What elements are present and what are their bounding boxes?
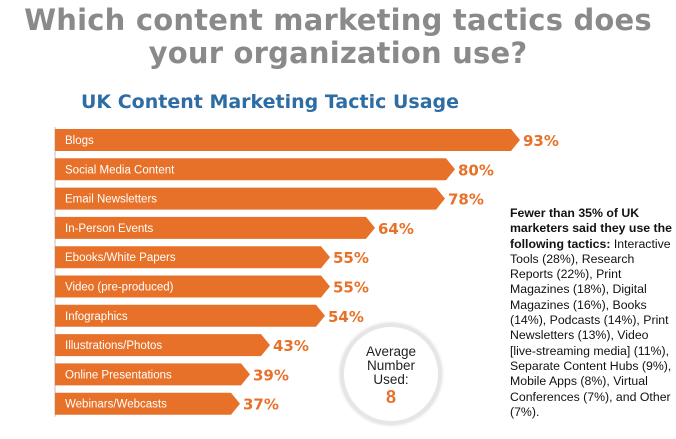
headline: Which content marketing tactics does you… [0, 4, 676, 70]
bar [55, 158, 455, 181]
bar-row: Webinars/Webcasts 37% [55, 392, 279, 415]
bar-row: Email Newsletters 78% [55, 187, 484, 210]
bar-row: Video (pre-produced) 55% [55, 275, 369, 298]
bar [55, 334, 270, 357]
tactics-note-body: Interactive Tools (28%), Research Report… [510, 236, 672, 419]
average-badge: Average Number Used: 8 [340, 323, 442, 425]
bar-category-label: Social Media Content [65, 164, 175, 176]
bar [55, 187, 445, 210]
bar [55, 246, 330, 269]
bar-category-label: In-Person Events [65, 223, 153, 235]
bar-row: Ebooks/White Papers 55% [55, 246, 369, 269]
bar-value-label: 64% [378, 220, 414, 238]
bar-category-label: Ebooks/White Papers [65, 252, 176, 264]
bar-value-label: 43% [273, 337, 309, 355]
bar-row: Illustrations/Photos 43% [55, 334, 309, 357]
bar-value-label: 37% [243, 396, 279, 414]
bar-value-label: 93% [523, 132, 559, 150]
bar-row: Online Presentations 39% [55, 363, 289, 386]
bar [55, 304, 325, 327]
bar-row: Infographics 54% [55, 304, 364, 327]
bar-value-label: 55% [333, 279, 369, 297]
bar-value-label: 55% [333, 249, 369, 267]
bar-category-label: Illustrations/Photos [65, 340, 162, 352]
headline-line-1: Which content marketing tactics does [24, 3, 652, 37]
bar [55, 129, 520, 151]
bar [55, 363, 250, 386]
bar-row: In-Person Events 64% [55, 216, 414, 239]
bar-value-label: 78% [448, 191, 484, 209]
tactics-note-lead: Fewer than 35% of UK marketers said they… [510, 206, 672, 251]
average-value: 8 [385, 387, 396, 407]
bar-category-label: Online Presentations [65, 369, 172, 381]
bar-row: Social Media Content 80% [55, 158, 494, 181]
bar-value-label: 54% [328, 308, 364, 326]
bar-category-label: Infographics [65, 311, 128, 323]
bar-value-label: 39% [253, 366, 289, 384]
bar [55, 392, 240, 415]
average-label: Average Number Used: [365, 344, 417, 387]
chart-title: UK Content Marketing Tactic Usage [80, 91, 460, 113]
bar [55, 216, 375, 239]
bar-category-label: Email Newsletters [65, 194, 157, 206]
headline-line-2: your organization use? [148, 36, 528, 70]
bar-category-label: Webinars/Webcasts [65, 399, 167, 411]
bar [55, 275, 330, 298]
bar-category-label: Video (pre-produced) [65, 282, 174, 294]
bar-value-label: 80% [458, 161, 494, 179]
bar-row: Blogs 93% [55, 129, 559, 151]
tactics-note: Fewer than 35% of UK marketers said they… [510, 206, 672, 420]
bar-category-label: Blogs [65, 135, 94, 147]
